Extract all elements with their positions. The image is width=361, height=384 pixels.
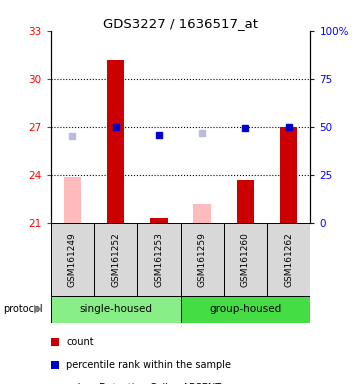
Bar <box>267 223 310 296</box>
Text: count: count <box>66 337 94 347</box>
Bar <box>237 180 254 223</box>
Bar <box>51 296 180 323</box>
Bar <box>180 296 310 323</box>
Bar <box>180 223 224 296</box>
Text: single-housed: single-housed <box>79 304 152 314</box>
Text: ▶: ▶ <box>34 304 42 314</box>
Bar <box>193 204 211 223</box>
Text: GSM161249: GSM161249 <box>68 232 77 286</box>
Text: group-housed: group-housed <box>209 304 282 314</box>
Bar <box>150 218 168 223</box>
Text: GSM161259: GSM161259 <box>198 232 206 286</box>
Bar <box>94 223 137 296</box>
Bar <box>64 177 81 223</box>
Text: percentile rank within the sample: percentile rank within the sample <box>66 360 231 370</box>
Bar <box>137 223 180 296</box>
Text: GSM161253: GSM161253 <box>155 232 163 286</box>
Text: protocol: protocol <box>4 304 43 314</box>
Text: value, Detection Call = ABSENT: value, Detection Call = ABSENT <box>66 383 221 384</box>
Bar <box>224 223 267 296</box>
Text: GSM161252: GSM161252 <box>111 232 120 286</box>
Bar <box>107 60 124 223</box>
Bar <box>280 127 297 223</box>
Text: GSM161260: GSM161260 <box>241 232 250 286</box>
Text: GSM161262: GSM161262 <box>284 232 293 286</box>
Bar <box>51 223 94 296</box>
Title: GDS3227 / 1636517_at: GDS3227 / 1636517_at <box>103 17 258 30</box>
